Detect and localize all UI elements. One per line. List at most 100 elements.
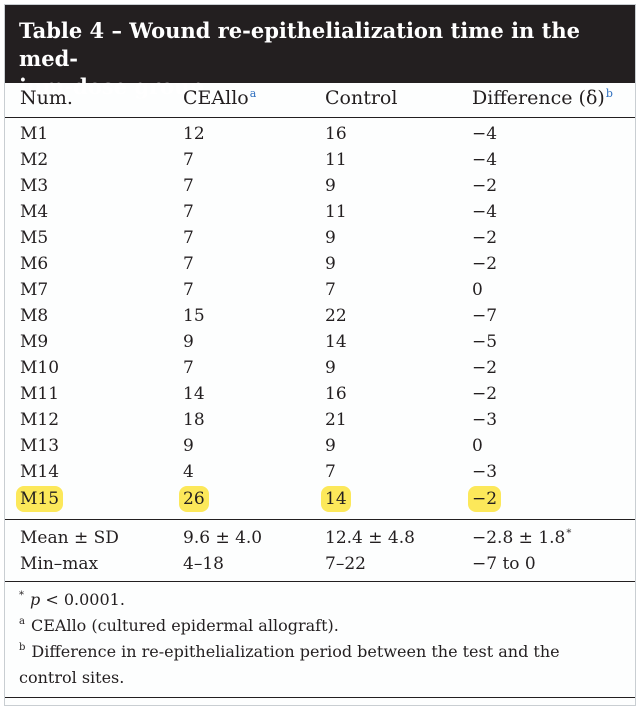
table-row: M14 4 7 −3 [5,459,635,485]
cell-difference: 0 [472,280,483,300]
cell-num: M3 [20,176,49,196]
table-row: M5 7 9 −2 [5,225,635,251]
minmax-control: 7–22 [325,554,366,574]
summary-row-mean: Mean ± SD 9.6 ± 4.0 12.4 ± 4.8 −2.8 ± 1.… [5,525,635,551]
header-rule [5,117,635,118]
header-difference: Difference (δ)b [472,85,613,111]
cell-ceallo: 12 [183,124,205,144]
cell-ceallo: 7 [183,150,194,170]
table-row: M13 9 9 0 [5,433,635,459]
cell-ceallo: 18 [183,410,205,430]
cell-num: M4 [20,202,49,222]
minmax-ceallo: 4–18 [183,554,224,574]
cell-control: 9 [325,358,336,378]
table-row: M12 18 21 −3 [5,407,635,433]
header-ceallo: CEAlloa [183,85,256,111]
cell-difference: −2 [472,176,498,196]
footnote-b-text-line-1: Difference in re-epithelialization perio… [31,642,560,661]
cell-difference: −2 [472,228,498,248]
cell-num: M8 [20,306,49,326]
cell-num: M14 [20,462,60,482]
table-title-line-1: Table 4 – Wound re-epithelialization tim… [19,18,580,71]
cell-difference: −4 [472,124,498,144]
cell-difference: −2 [468,486,502,512]
cell-ceallo: 26 [179,486,209,512]
footnote-b: b Difference in re-epithelialization peri… [19,639,625,665]
cell-difference: −2 [472,384,498,404]
cell-control: 7 [325,462,336,482]
bottom-rule [5,697,635,698]
cell-ceallo: 9 [183,332,194,352]
footnote-star: * p < 0.0001. [19,587,625,613]
summary-row-minmax: Min–max 4–18 7–22 −7 to 0 [5,551,635,577]
cell-ceallo: 7 [183,254,194,274]
mean-control: 12.4 ± 4.8 [325,528,415,548]
table-row: M10 7 9 −2 [5,355,635,381]
cell-num: M7 [20,280,49,300]
cell-difference: 0 [472,436,483,456]
table-header-row: Num. CEAlloa Control Difference (δ)b [5,85,635,111]
cell-control: 9 [325,228,336,248]
cell-control: 11 [325,202,347,222]
cell-ceallo: 7 [183,358,194,378]
cell-control: 14 [321,486,351,512]
cell-ceallo: 14 [183,384,205,404]
mean-difference-mark: * [566,528,572,539]
cell-num: M1 [20,124,49,144]
cell-control: 21 [325,410,347,430]
cell-difference: −2 [472,358,498,378]
cell-ceallo: 7 [183,202,194,222]
table-row: M9 9 14 −5 [5,329,635,355]
mean-label: Mean ± SD [20,528,119,548]
minmax-difference: −7 to 0 [472,554,536,574]
cell-ceallo: 7 [183,176,194,196]
footnote-star-text: < 0.0001. [40,590,125,609]
table-row: M1 12 16 −4 [5,121,635,147]
cell-num: M12 [20,410,60,430]
mean-difference-value: −2.8 ± 1.8 [472,528,566,548]
cell-control: 16 [325,384,347,404]
table-row: M8 15 22 −7 [5,303,635,329]
cell-num: M9 [20,332,49,352]
cell-ceallo: 4 [183,462,194,482]
cell-ceallo: 9 [183,436,194,456]
cell-control: 11 [325,150,347,170]
cell-difference: −3 [472,410,498,430]
mean-ceallo: 9.6 ± 4.0 [183,528,263,548]
cell-num: M5 [20,228,49,248]
table-title-line-2: ium-dose group. [19,74,212,99]
table-row: M11 14 16 −2 [5,381,635,407]
cell-num: M2 [20,150,49,170]
table-row: M4 7 11 −4 [5,199,635,225]
minmax-label: Min–max [20,554,99,574]
cell-difference: −2 [472,254,498,274]
cell-num: M11 [20,384,60,404]
header-control: Control [325,87,398,109]
cell-control: 7 [325,280,336,300]
cell-ceallo: 15 [183,306,205,326]
footnote-b-text-line-2: control sites. [19,668,125,687]
table-row: M7 7 7 0 [5,277,635,303]
cell-difference: −5 [472,332,498,352]
header-ceallo-footnote-mark: a [249,87,257,100]
footnote-star-mark: * [19,590,24,601]
footnote-b-mark: b [19,642,26,653]
footnote-b-continued: control sites. [19,665,625,691]
table-row-highlighted: M15 26 14 −2 [5,486,635,512]
cell-num: M6 [20,254,49,274]
header-num: Num. [20,87,73,109]
cell-control: 16 [325,124,347,144]
table-row: M3 7 9 −2 [5,173,635,199]
footnotes: * p < 0.0001. a CEAllo (cultured epidermal… [19,587,625,691]
table-row: M6 7 9 −2 [5,251,635,277]
cell-difference: −7 [472,306,498,326]
summary-rule [5,519,635,520]
header-ceallo-label: CEAllo [183,87,249,109]
cell-num: M10 [20,358,60,378]
cell-num: M13 [20,436,60,456]
table-row: M2 7 11 −4 [5,147,635,173]
cell-difference: −3 [472,462,498,482]
cell-ceallo: 7 [183,280,194,300]
cell-control: 9 [325,254,336,274]
header-difference-label: Difference (δ) [472,87,605,109]
